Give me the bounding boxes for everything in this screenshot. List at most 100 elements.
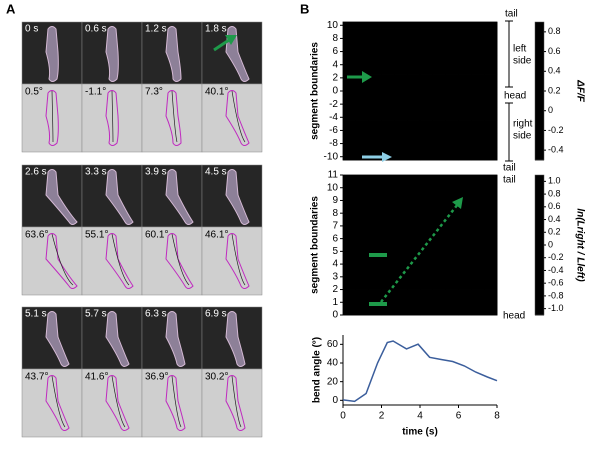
heatmap-cell (458, 107, 472, 115)
panel-label: B (300, 1, 309, 16)
angle-label: 30.2° (205, 372, 228, 383)
larva (105, 169, 134, 225)
heatmap-cell (355, 238, 370, 252)
y-tick-label: 4 (332, 59, 338, 70)
heatmap-cell (484, 107, 498, 115)
y-tick-label: -10 (324, 151, 339, 162)
colorbar-step (535, 287, 544, 291)
y-tick-label: 11 (328, 170, 339, 181)
heatmap-cell (342, 81, 357, 89)
heatmap-cell (368, 187, 382, 201)
heatmap-cell (407, 81, 421, 89)
heatmap-cell (394, 213, 408, 227)
heatmap-cell (368, 213, 382, 227)
colorbar-step (535, 35, 544, 40)
heatmap-cell (407, 200, 421, 214)
larva-outline (225, 90, 250, 146)
heatmap-cell (394, 302, 408, 316)
heatmap-cell (419, 35, 434, 43)
heatmap-cell (471, 127, 485, 135)
heatmap-cell (342, 225, 357, 240)
time-label: 2.6 s (25, 167, 47, 178)
colorbar-step (535, 82, 544, 86)
colorbar-step (535, 309, 544, 313)
colorbar-step (535, 44, 544, 48)
heatmap-cell (419, 187, 434, 201)
heatmap-cell (394, 133, 408, 141)
y-tick-label: 0 (332, 310, 338, 321)
heatmap-cell (342, 251, 357, 265)
colorbar-step (535, 88, 544, 92)
angle-label: 0.5° (25, 87, 43, 98)
heatmap-cell (355, 276, 370, 290)
y-tick-label: -4 (329, 112, 338, 123)
colorbar-step (535, 214, 544, 218)
colorbar-step (535, 231, 544, 235)
colorbar-step (535, 137, 544, 142)
heatmap-cell (342, 133, 357, 141)
angle-label: 60.1° (145, 230, 168, 241)
annotation-arrows (213, 35, 463, 306)
heatmap-cell (355, 81, 370, 89)
colorbar-step (535, 245, 544, 249)
colorbar-step (535, 46, 544, 51)
heatmap-cell (445, 146, 459, 154)
heatmap-cell (432, 251, 447, 265)
heatmap-cell (484, 114, 498, 121)
colorbar-step (535, 303, 544, 308)
time-label: 3.9 s (145, 167, 167, 178)
heatmap-cell (432, 22, 447, 29)
colorbar-tick-label: 0 (548, 105, 553, 115)
heatmap-cell (471, 74, 485, 82)
colorbar-step (535, 312, 544, 316)
heatmap-cell (458, 87, 472, 95)
heatmap-cell (419, 200, 434, 214)
heatmap-cell (368, 238, 382, 252)
colorbar-step (535, 261, 544, 266)
colorbar-tick-label: -0.4 (548, 265, 564, 275)
heatmap-cell (342, 146, 357, 154)
heatmap-cell (432, 120, 447, 128)
heatmap-cell (355, 140, 370, 148)
heatmap-cell (407, 54, 421, 62)
heatmap-cell (342, 61, 357, 69)
colorbar-step (535, 278, 544, 282)
larva-outline (225, 233, 250, 289)
heatmap-cell (458, 264, 472, 278)
heatmap-cell (471, 114, 485, 121)
heatmap-cell (458, 175, 472, 189)
heatmap-cell (419, 107, 434, 115)
heatmap-cell (484, 146, 498, 154)
end-label: tail (503, 163, 516, 174)
colorbar-step (535, 132, 544, 136)
colorbar-label: ΔF/F (574, 79, 585, 103)
heatmap-cell (342, 100, 357, 108)
heatmap-cell (394, 114, 408, 121)
larva (105, 311, 130, 367)
heatmap-cell (445, 289, 459, 303)
heatmap-cell (484, 238, 498, 252)
heatmap-cell (484, 187, 498, 201)
colorbar-step (535, 301, 544, 305)
heatmap-cell (471, 120, 485, 128)
colorbar-step (535, 99, 544, 103)
heatmap-cell (381, 120, 395, 128)
time-label: 6.3 s (145, 309, 167, 320)
heatmap-cell (419, 289, 434, 303)
heatmap-cell (355, 264, 370, 278)
heatmap-cell (407, 153, 421, 161)
heatmap-cell (484, 94, 498, 102)
heatmap-cell (445, 153, 459, 161)
heatmap-cell (484, 35, 498, 43)
heatmap-cell (355, 120, 370, 128)
colorbar-step (535, 85, 544, 89)
colorbar-tick-label: 0.4 (548, 66, 561, 76)
colorbar-step (535, 118, 544, 122)
heatmap-cell (342, 54, 357, 62)
heatmap-cell (394, 127, 408, 135)
heatmap-cell (342, 213, 357, 227)
y-tick-label: 1 (332, 297, 338, 308)
heatmap-cell (381, 146, 395, 154)
heatmap-cell (471, 68, 485, 75)
heatmap-cell (394, 35, 408, 43)
